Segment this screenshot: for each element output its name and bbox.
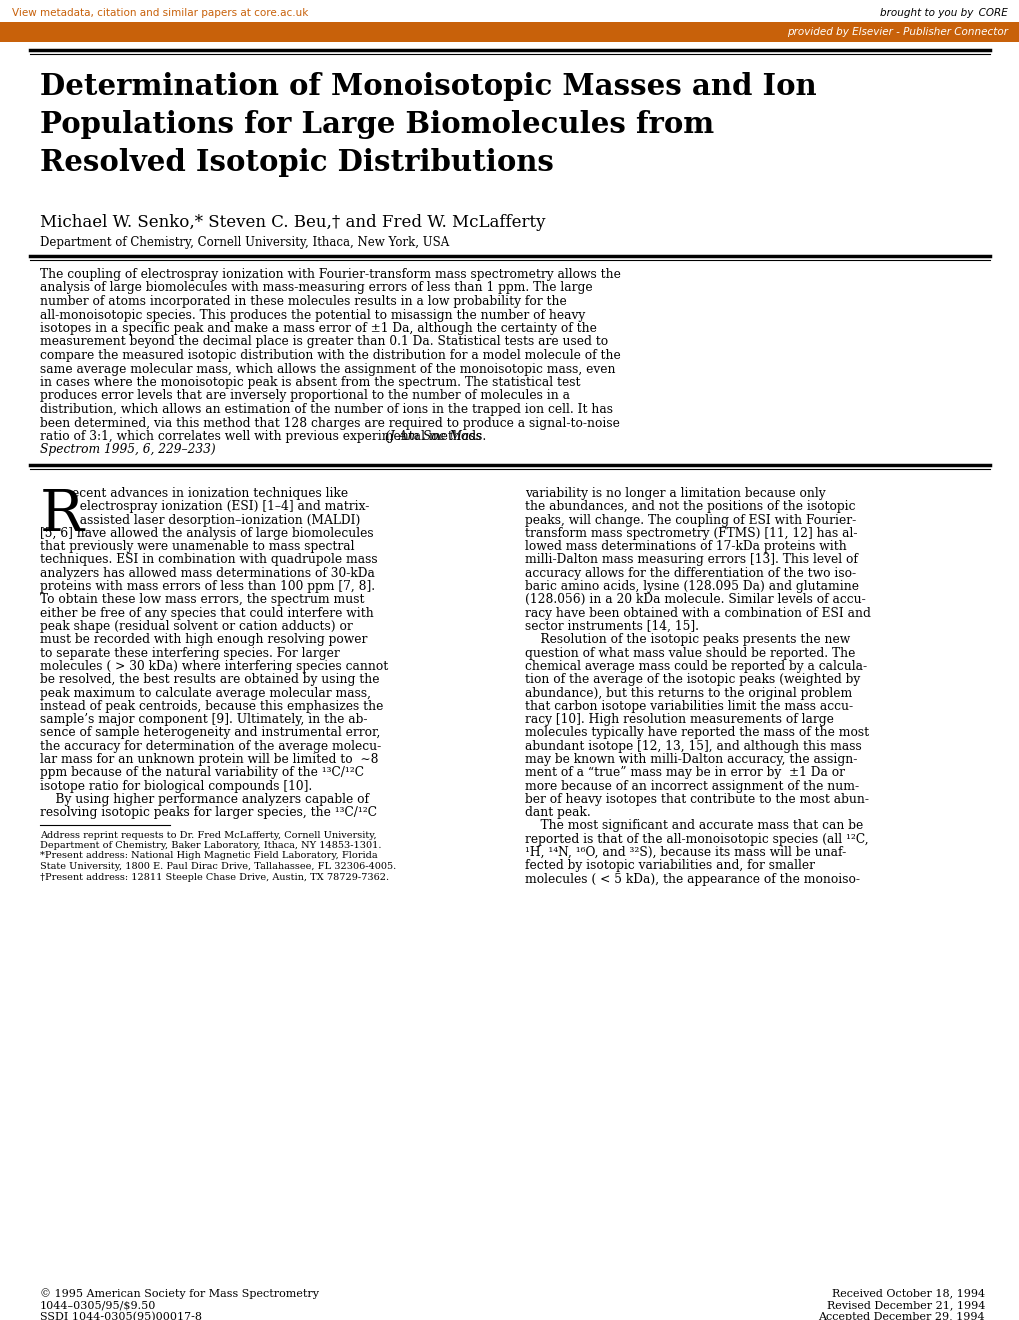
Text: †Present address: 12811 Steeple Chase Drive, Austin, TX 78729-7362.: †Present address: 12811 Steeple Chase Dr… [40, 873, 388, 882]
Text: molecules ( < 5 kDa), the appearance of the monoiso-: molecules ( < 5 kDa), the appearance of … [525, 873, 859, 886]
Text: more because of an incorrect assignment of the num-: more because of an incorrect assignment … [525, 780, 858, 792]
Text: abundant isotope [12, 13, 15], and although this mass: abundant isotope [12, 13, 15], and altho… [525, 739, 861, 752]
Text: State University, 1800 E. Paul Dirac Drive, Tallahassee, FL 32306-4005.: State University, 1800 E. Paul Dirac Dri… [40, 862, 395, 871]
Text: Resolution of the isotopic peaks presents the new: Resolution of the isotopic peaks present… [525, 634, 850, 647]
Text: 1044–0305/95/$9.50: 1044–0305/95/$9.50 [40, 1300, 156, 1309]
Text: fected by isotopic variabilities and, for smaller: fected by isotopic variabilities and, fo… [525, 859, 814, 873]
Text: assisted laser desorption–ionization (MALDI): assisted laser desorption–ionization (MA… [72, 513, 360, 527]
Text: peak shape (residual solvent or cation adducts) or: peak shape (residual solvent or cation a… [40, 620, 353, 634]
Text: analysis of large biomolecules with mass-measuring errors of less than 1 ppm. Th: analysis of large biomolecules with mass… [40, 281, 592, 294]
Text: ¹H, ¹⁴N, ¹⁶O, and ³²S), because its mass will be unaf-: ¹H, ¹⁴N, ¹⁶O, and ³²S), because its mass… [525, 846, 846, 859]
Text: (128.056) in a 20 kDa molecule. Similar levels of accu-: (128.056) in a 20 kDa molecule. Similar … [525, 594, 865, 606]
Text: Revised December 21, 1994: Revised December 21, 1994 [825, 1300, 984, 1309]
Text: that previously were unamenable to mass spectral: that previously were unamenable to mass … [40, 540, 355, 553]
Text: in cases where the monoisotopic peak is absent from the spectrum. The statistica: in cases where the monoisotopic peak is … [40, 376, 580, 389]
Text: the accuracy for determination of the average molecu-: the accuracy for determination of the av… [40, 739, 381, 752]
Text: question of what mass value should be reported. The: question of what mass value should be re… [525, 647, 855, 660]
Text: reported is that of the all-monoisotopic species (all ¹²C,: reported is that of the all-monoisotopic… [525, 833, 868, 846]
Text: proteins with mass errors of less than 100 ppm [7, 8].: proteins with mass errors of less than 1… [40, 579, 375, 593]
Text: instead of peak centroids, because this emphasizes the: instead of peak centroids, because this … [40, 700, 383, 713]
Text: Determination of Monoisotopic Masses and Ion: Determination of Monoisotopic Masses and… [40, 73, 816, 102]
Text: View metadata, citation and similar papers at core.ac.uk: View metadata, citation and similar pape… [12, 8, 308, 18]
Text: abundance), but this returns to the original problem: abundance), but this returns to the orig… [525, 686, 852, 700]
Text: The coupling of electrospray ionization with Fourier-transform mass spectrometry: The coupling of electrospray ionization … [40, 268, 621, 281]
Text: ppm because of the natural variability of the ¹³C/¹²C: ppm because of the natural variability o… [40, 767, 364, 779]
Text: peak maximum to calculate average molecular mass,: peak maximum to calculate average molecu… [40, 686, 371, 700]
Text: milli-Dalton mass measuring errors [13]. This level of: milli-Dalton mass measuring errors [13].… [525, 553, 857, 566]
Text: measurement beyond the decimal place is greater than 0.1 Da. Statistical tests a: measurement beyond the decimal place is … [40, 335, 607, 348]
Text: molecules typically have reported the mass of the most: molecules typically have reported the ma… [525, 726, 868, 739]
Text: number of atoms incorporated in these molecules results in a low probability for: number of atoms incorporated in these mo… [40, 294, 567, 308]
Text: resolving isotopic peaks for larger species, the ¹³C/¹²C: resolving isotopic peaks for larger spec… [40, 807, 377, 820]
Text: accuracy allows for the differentiation of the two iso-: accuracy allows for the differentiation … [525, 566, 855, 579]
Text: ratio of 3:1, which correlates well with previous experimental methods.: ratio of 3:1, which correlates well with… [40, 430, 486, 444]
Text: must be recorded with high enough resolving power: must be recorded with high enough resolv… [40, 634, 367, 647]
Text: ment of a “true” mass may be in error by  ±1 Da or: ment of a “true” mass may be in error by… [525, 767, 844, 779]
Text: sence of sample heterogeneity and instrumental error,: sence of sample heterogeneity and instru… [40, 726, 380, 739]
Text: produces error levels that are inversely proportional to the number of molecules: produces error levels that are inversely… [40, 389, 570, 403]
Text: that carbon isotope variabilities limit the mass accu-: that carbon isotope variabilities limit … [525, 700, 852, 713]
Text: lar mass for an unknown protein will be limited to  ∼8: lar mass for an unknown protein will be … [40, 752, 378, 766]
Text: isotopes in a specific peak and make a mass error of ±1 Da, although the certain: isotopes in a specific peak and make a m… [40, 322, 596, 335]
Text: isotope ratio for biological compounds [10].: isotope ratio for biological compounds [… [40, 780, 312, 792]
Text: The most significant and accurate mass that can be: The most significant and accurate mass t… [525, 820, 862, 833]
Text: Department of Chemistry, Cornell University, Ithaca, New York, USA: Department of Chemistry, Cornell Univers… [40, 236, 448, 249]
Text: baric amino acids, lysine (128.095 Da) and glutamine: baric amino acids, lysine (128.095 Da) a… [525, 579, 858, 593]
Text: chemical average mass could be reported by a calcula-: chemical average mass could be reported … [525, 660, 866, 673]
Text: compare the measured isotopic distribution with the distribution for a model mol: compare the measured isotopic distributi… [40, 348, 621, 362]
Text: analyzers has allowed mass determinations of 30-kDa: analyzers has allowed mass determination… [40, 566, 375, 579]
Text: provided by Elsevier - Publisher Connector: provided by Elsevier - Publisher Connect… [787, 26, 1007, 37]
Text: to separate these interfering species. For larger: to separate these interfering species. F… [40, 647, 339, 660]
Text: distribution, which allows an estimation of the number of ions in the trapped io: distribution, which allows an estimation… [40, 403, 612, 416]
Text: variability is no longer a limitation because only: variability is no longer a limitation be… [525, 487, 824, 500]
Text: To obtain these low mass errors, the spectrum must: To obtain these low mass errors, the spe… [40, 594, 364, 606]
Text: the abundances, and not the positions of the isotopic: the abundances, and not the positions of… [525, 500, 855, 513]
Text: ecent advances in ionization techniques like: ecent advances in ionization techniques … [72, 487, 347, 500]
Text: either be free of any species that could interfere with: either be free of any species that could… [40, 607, 373, 619]
Text: racy [10]. High resolution measurements of large: racy [10]. High resolution measurements … [525, 713, 834, 726]
Text: tion of the average of the isotopic peaks (weighted by: tion of the average of the isotopic peak… [525, 673, 859, 686]
Text: sector instruments [14, 15].: sector instruments [14, 15]. [525, 620, 698, 634]
Text: R: R [40, 487, 84, 543]
Text: *Present address: National High Magnetic Field Laboratory, Florida: *Present address: National High Magnetic… [40, 851, 377, 861]
Text: transform mass spectrometry (FTMS) [11, 12] has al-: transform mass spectrometry (FTMS) [11, … [525, 527, 857, 540]
Text: be resolved, the best results are obtained by using the: be resolved, the best results are obtain… [40, 673, 379, 686]
Text: dant peak.: dant peak. [525, 807, 590, 820]
Text: ber of heavy isotopes that contribute to the most abun-: ber of heavy isotopes that contribute to… [525, 793, 868, 807]
Text: Address reprint requests to Dr. Fred McLafferty, Cornell University,: Address reprint requests to Dr. Fred McL… [40, 830, 376, 840]
Text: (J Am Soc Mass: (J Am Soc Mass [385, 430, 481, 444]
Text: may be known with milli-Dalton accuracy, the assign-: may be known with milli-Dalton accuracy,… [525, 752, 857, 766]
Bar [0, 22, 1019, 42]
Text: Resolved Isotopic Distributions: Resolved Isotopic Distributions [40, 148, 553, 177]
Text: Michael W. Senko,* Steven C. Beu,† and Fred W. McLafferty: Michael W. Senko,* Steven C. Beu,† and F… [40, 214, 545, 231]
Text: racy have been obtained with a combination of ESI and: racy have been obtained with a combinati… [525, 607, 870, 619]
Text: peaks, will change. The coupling of ESI with Fourier-: peaks, will change. The coupling of ESI … [525, 513, 855, 527]
Text: molecules ( > 30 kDa) where interfering species cannot: molecules ( > 30 kDa) where interfering … [40, 660, 388, 673]
Text: Received October 18, 1994: Received October 18, 1994 [832, 1288, 984, 1298]
Text: © 1995 American Society for Mass Spectrometry: © 1995 American Society for Mass Spectro… [40, 1288, 319, 1299]
Text: By using higher performance analyzers capable of: By using higher performance analyzers ca… [40, 793, 369, 807]
Text: been determined, via this method that 128 charges are required to produce a sign: been determined, via this method that 12… [40, 417, 620, 429]
Text: same average molecular mass, which allows the assignment of the monoisotopic mas: same average molecular mass, which allow… [40, 363, 614, 375]
Text: Spectrom 1995, 6, 229–233): Spectrom 1995, 6, 229–233) [40, 444, 215, 457]
Text: brought to you by CORE: brought to you by CORE [879, 8, 1007, 18]
Text: electrospray ionization (ESI) [1–4] and matrix-: electrospray ionization (ESI) [1–4] and … [72, 500, 369, 513]
Text: SSDI 1044-0305(95)00017-8: SSDI 1044-0305(95)00017-8 [40, 1312, 202, 1320]
Text: sample’s major component [9]. Ultimately, in the ab-: sample’s major component [9]. Ultimately… [40, 713, 367, 726]
Text: Populations for Large Biomolecules from: Populations for Large Biomolecules from [40, 110, 713, 139]
Text: Department of Chemistry, Baker Laboratory, Ithaca, NY 14853-1301.: Department of Chemistry, Baker Laborator… [40, 841, 381, 850]
Text: [5, 6] have allowed the analysis of large biomolecules: [5, 6] have allowed the analysis of larg… [40, 527, 373, 540]
Text: lowed mass determinations of 17-kDa proteins with: lowed mass determinations of 17-kDa prot… [525, 540, 846, 553]
Text: Accepted December 29, 1994: Accepted December 29, 1994 [817, 1312, 984, 1320]
Text: techniques. ESI in combination with quadrupole mass: techniques. ESI in combination with quad… [40, 553, 377, 566]
Text: all-monoisotopic species. This produces the potential to misassign the number of: all-monoisotopic species. This produces … [40, 309, 585, 322]
